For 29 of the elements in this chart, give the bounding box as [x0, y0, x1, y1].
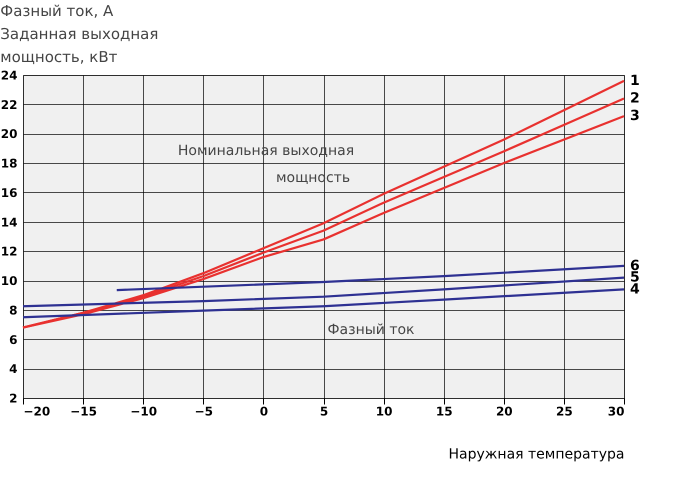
- y-tick-label: 20: [0, 127, 18, 142]
- x-tick-label: 20: [496, 404, 513, 418]
- x-tick-label: 0: [260, 404, 268, 418]
- y-tick-label: 22: [0, 98, 18, 112]
- series-label: 3: [630, 108, 640, 124]
- y-tick-label: 12: [0, 244, 18, 259]
- y-tick-label: 18: [0, 156, 18, 171]
- x-tick-label: 10: [376, 404, 392, 418]
- y-tick-label: 24: [0, 68, 18, 82]
- x-tick-label: 25: [556, 404, 573, 418]
- x-tick-label: −10: [130, 404, 158, 418]
- y-tick-label: 8: [9, 303, 18, 318]
- y-tick-label: 16: [0, 186, 18, 200]
- x-tick-label: 30: [608, 404, 624, 418]
- series-label: 2: [630, 90, 640, 106]
- y-tick-label: 2: [9, 392, 18, 406]
- x-tick-label: 5: [320, 404, 328, 418]
- x-tick-label: −5: [194, 404, 214, 418]
- x-tick-label: −15: [70, 404, 97, 418]
- y-tick-label: 10: [0, 274, 18, 288]
- x-tick-label: −20: [24, 404, 50, 418]
- y-tick-label: 4: [9, 362, 18, 376]
- y-axis-title: Фазный ток, А Заданная выходная мощность, кВт: [0, 2, 158, 66]
- y-tick-label: 6: [9, 332, 18, 347]
- annotation: Фазный ток: [327, 322, 415, 338]
- x-axis-title: Наружная температура: [448, 446, 624, 462]
- x-tick-label: 15: [436, 404, 453, 418]
- y-tick-label: 14: [0, 215, 18, 230]
- series-label: 1: [630, 72, 640, 89]
